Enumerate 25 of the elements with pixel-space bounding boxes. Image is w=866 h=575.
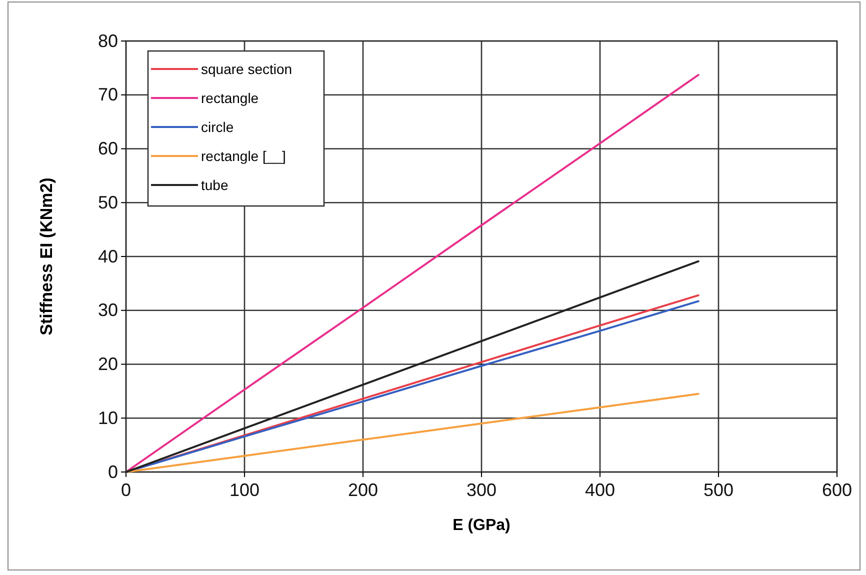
line-series — [125, 392, 700, 473]
y-tick-label: 30 — [98, 300, 118, 320]
x-tick-label: 400 — [584, 480, 616, 500]
y-tick-label: 20 — [98, 354, 118, 374]
y-tick-label: 50 — [98, 192, 118, 212]
line-series — [125, 260, 700, 473]
y-tick-label: 70 — [98, 84, 118, 105]
x-tick-label: 100 — [229, 480, 260, 500]
legend-label: rectangle — [201, 90, 259, 106]
x-axis-title: E (GPa) — [452, 517, 510, 534]
x-tick-label: 200 — [348, 480, 378, 500]
x-tick-label: 0 — [120, 480, 132, 500]
y-tick-label: 60 — [98, 138, 118, 159]
y-tick-label: 0 — [108, 462, 118, 482]
legend-label: circle — [201, 118, 234, 135]
y-tick-label: 80 — [98, 30, 118, 51]
legend-label: square section — [201, 60, 292, 77]
y-tick-label: 10 — [98, 408, 118, 428]
y-axis-title: Stiffness EI (KNm2) — [37, 178, 56, 336]
x-tick-label: 600 — [822, 480, 852, 500]
legend-label: rectangle [__] — [201, 148, 286, 164]
x-tick-label: 500 — [703, 480, 734, 500]
x-tick-label: 300 — [466, 480, 497, 500]
legend-label: tube — [201, 176, 228, 193]
y-tick-label: 40 — [98, 246, 118, 266]
